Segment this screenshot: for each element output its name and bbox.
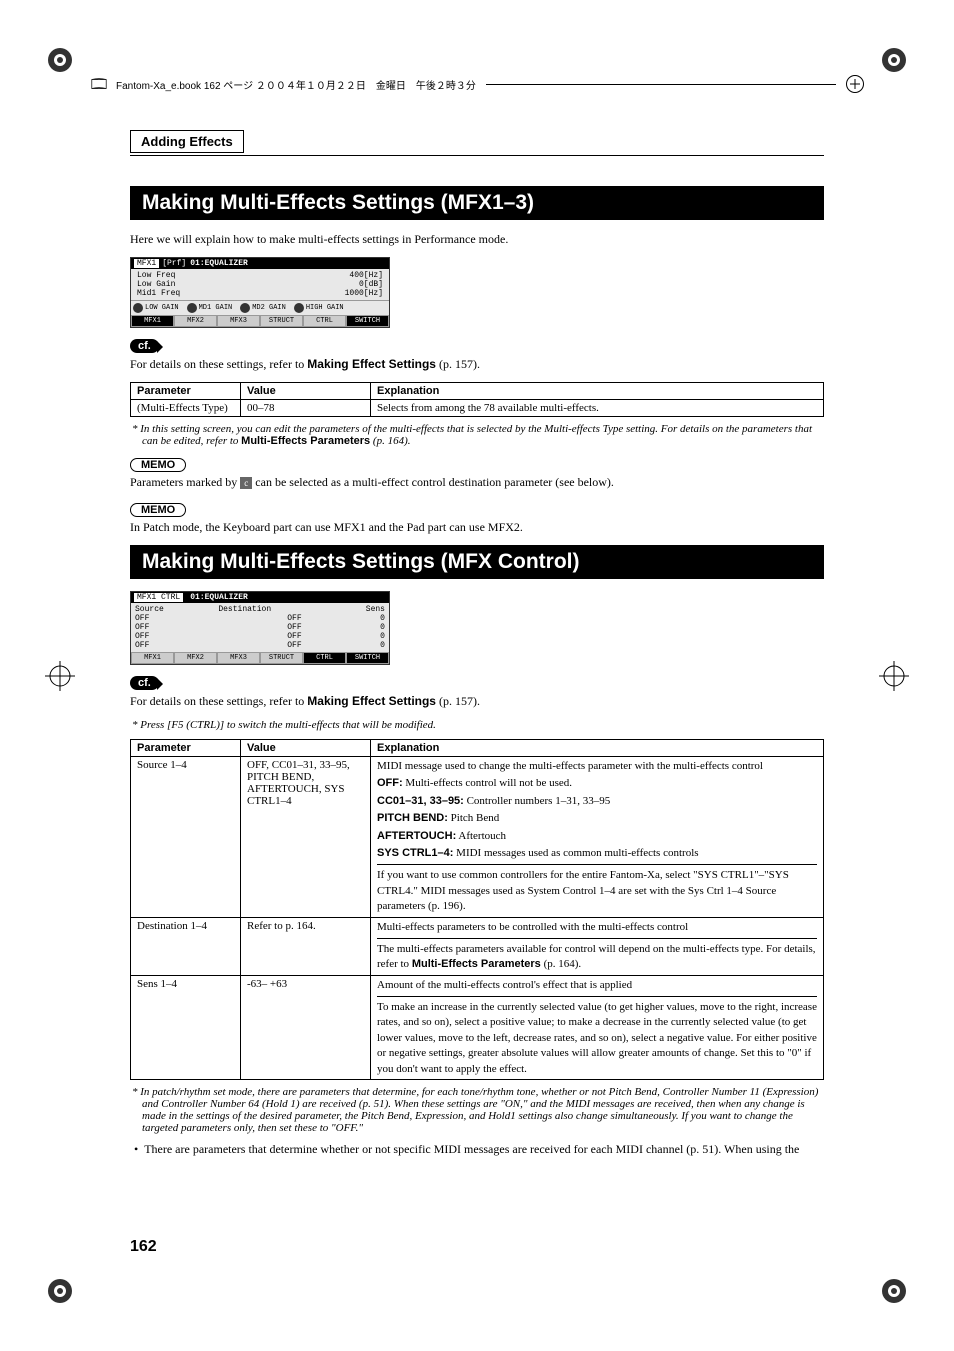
cf-text: For details on these settings, refer to …	[130, 357, 824, 372]
intro-text: Here we will explain how to make multi-e…	[130, 232, 824, 247]
lcd-screenshot-mfx1: MFX1 [Prf] 01:EQUALIZER Low Freq400[Hz] …	[130, 257, 390, 328]
cell-value: -63– +63	[241, 975, 371, 1079]
lcd-header: MFX1 [Prf] 01:EQUALIZER	[131, 258, 389, 269]
lcd-body: Low Freq400[Hz] Low Gain0[dB] Mid1 Freq1…	[131, 269, 389, 300]
book-icon	[90, 77, 108, 91]
alignment-icon	[846, 75, 864, 93]
lcd-col-headers: SourceDestinationSens	[135, 605, 385, 614]
lcd-tab: MFX1	[131, 315, 174, 327]
cell-explanation: MIDI message used to change the multi-ef…	[371, 757, 824, 918]
lcd-row: OFFOFF0	[135, 623, 385, 632]
binder-header: Fantom-Xa_e.book 162 ページ ２００４年１０月２２日 金曜日…	[90, 75, 864, 93]
bullet-note: •There are parameters that determine whe…	[130, 1142, 824, 1157]
bullet-icon: •	[134, 1142, 138, 1156]
memo-text-1: Parameters marked by c can be selected a…	[130, 475, 824, 490]
th-explanation: Explanation	[371, 383, 824, 400]
lcd-header: MFX1 CTRL 01:EQUALIZER	[131, 592, 389, 603]
cell-param: (Multi-Effects Type)	[131, 400, 241, 417]
param-table-2: Parameter Value Explanation Source 1–4 O…	[130, 739, 824, 1080]
lcd-sub: [Prf]	[162, 259, 186, 268]
cf-badge: cf.	[130, 339, 159, 353]
lcd-knob: HIGH GAIN	[294, 303, 344, 313]
table-row: Source 1–4 OFF, CC01–31, 33–95, PITCH BE…	[131, 757, 824, 918]
lcd-row: Low Freq400[Hz]	[133, 271, 387, 280]
lcd-tab: STRUCT	[260, 652, 303, 664]
cell-explanation: Amount of the multi-effects control's ef…	[371, 975, 824, 1079]
page-content: Adding Effects Making Multi-Effects Sett…	[130, 130, 824, 1163]
th-param: Parameter	[131, 383, 241, 400]
cell-param: Destination 1–4	[131, 917, 241, 975]
lcd-tab: MFX2	[174, 315, 217, 327]
lcd-row: Low Gain0[dB]	[133, 280, 387, 289]
th-value: Value	[241, 740, 371, 757]
cell-param: Sens 1–4	[131, 975, 241, 1079]
binder-line	[486, 84, 836, 85]
lcd-knobs: LOW GAIN MD1 GAIN MD2 GAIN HIGH GAIN	[131, 300, 389, 315]
memo-text-2: In Patch mode, the Keyboard part can use…	[130, 520, 824, 535]
crop-mark-mid-right	[869, 651, 919, 701]
lcd-row: OFFOFF0	[135, 614, 385, 623]
crop-mark-top-left	[35, 35, 85, 85]
footnote-1: * In this setting screen, you can edit t…	[130, 423, 824, 447]
table-row: Destination 1–4 Refer to p. 164. Multi-e…	[131, 917, 824, 975]
lcd-tab: SWITCH	[346, 652, 389, 664]
crop-mark-mid-left	[35, 651, 85, 701]
lcd-badge: MFX1 CTRL	[134, 593, 183, 602]
th-value: Value	[241, 383, 371, 400]
lcd-tab: MFX3	[217, 652, 260, 664]
th-explanation: Explanation	[371, 740, 824, 757]
crop-mark-bottom-left	[35, 1266, 85, 1316]
cell-param: Source 1–4	[131, 757, 241, 918]
cell-value: OFF, CC01–31, 33–95, PITCH BEND, AFTERTO…	[241, 757, 371, 918]
section-tab: Adding Effects	[130, 130, 244, 153]
cf-badge: cf.	[130, 676, 159, 690]
title-mfx-control: Making Multi-Effects Settings (MFX Contr…	[130, 545, 824, 579]
binder-text: Fantom-Xa_e.book 162 ページ ２００４年１０月２２日 金曜日…	[116, 77, 476, 92]
section-underline	[130, 155, 824, 156]
lcd-knob: MD1 GAIN	[187, 303, 233, 313]
crop-mark-top-right	[869, 35, 919, 85]
lcd-tab: CTRL	[303, 315, 346, 327]
cell-explanation: Multi-effects parameters to be controlle…	[371, 917, 824, 975]
cell-explanation: Selects from among the 78 available mult…	[371, 400, 824, 417]
lcd-tabs: MFX1 MFX2 MFX3 STRUCT CTRL SWITCH	[131, 652, 389, 664]
lcd-knob: LOW GAIN	[133, 303, 179, 313]
lcd-body: SourceDestinationSens OFFOFF0 OFFOFF0 OF…	[131, 603, 389, 652]
param-table-1: Parameter Value Explanation (Multi-Effec…	[130, 382, 824, 417]
lcd-tab: MFX2	[174, 652, 217, 664]
cell-value: 00–78	[241, 400, 371, 417]
lcd-badge: MFX1	[134, 259, 159, 268]
memo-badge: MEMO	[130, 458, 186, 472]
lcd-tab: CTRL	[303, 652, 346, 664]
lcd-screenshot-ctrl: MFX1 CTRL 01:EQUALIZER SourceDestination…	[130, 591, 390, 665]
cell-value: Refer to p. 164.	[241, 917, 371, 975]
th-param: Parameter	[131, 740, 241, 757]
c-marker-icon: c	[240, 477, 252, 489]
lcd-row: Mid1 Freq1000[Hz]	[133, 289, 387, 298]
lcd-tab: SWITCH	[346, 315, 389, 327]
lcd-tab: MFX3	[217, 315, 260, 327]
cf-text: For details on these settings, refer to …	[130, 694, 824, 709]
lcd-row: OFFOFF0	[135, 632, 385, 641]
crop-mark-bottom-right	[869, 1266, 919, 1316]
page-number: 162	[130, 1238, 157, 1256]
memo-badge: MEMO	[130, 503, 186, 517]
lcd-knob: MD2 GAIN	[240, 303, 286, 313]
lcd-title: 01:EQUALIZER	[190, 593, 248, 602]
lcd-title: 01:EQUALIZER	[190, 259, 248, 268]
lcd-tab: MFX1	[131, 652, 174, 664]
footnote-2: * Press [F5 (CTRL)] to switch the multi-…	[130, 719, 824, 731]
lcd-row: OFFOFF0	[135, 641, 385, 650]
table-row: (Multi-Effects Type) 00–78 Selects from …	[131, 400, 824, 417]
footnote-3: * In patch/rhythm set mode, there are pa…	[130, 1086, 824, 1134]
lcd-tabs: MFX1 MFX2 MFX3 STRUCT CTRL SWITCH	[131, 315, 389, 327]
table-row: Sens 1–4 -63– +63 Amount of the multi-ef…	[131, 975, 824, 1079]
lcd-tab: STRUCT	[260, 315, 303, 327]
title-mfx1-3: Making Multi-Effects Settings (MFX1–3)	[130, 186, 824, 220]
